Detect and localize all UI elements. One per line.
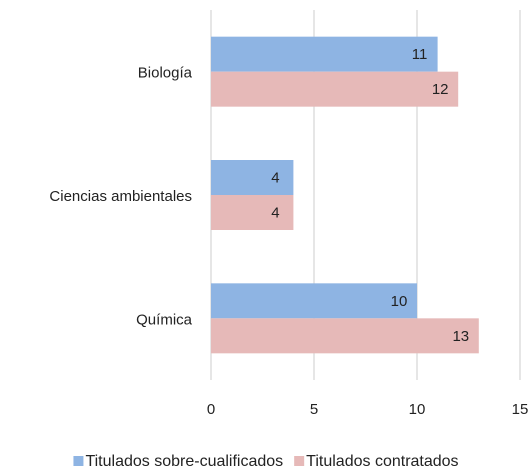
legend-swatch	[73, 456, 84, 466]
data-label: 13	[452, 328, 469, 345]
x-tick-label: 10	[409, 401, 426, 418]
x-tick-label: 5	[310, 401, 318, 418]
y-tick-label: Química	[136, 311, 193, 328]
bar	[211, 283, 417, 319]
legend-label: Titulados contratados	[306, 453, 458, 470]
legend-swatch	[294, 456, 305, 466]
bar	[211, 318, 479, 354]
data-label: 10	[391, 293, 408, 310]
data-label: 11	[412, 46, 428, 63]
x-tick-label: 0	[207, 401, 215, 418]
legend-label: Titulados sobre-cualificados	[85, 453, 283, 470]
data-label: 4	[271, 204, 279, 221]
data-label: 12	[432, 81, 449, 98]
y-tick-label: Biología	[138, 65, 193, 82]
bar	[211, 160, 294, 195]
bar	[211, 195, 294, 230]
bar	[211, 71, 459, 107]
y-tick-label: Ciencias ambientales	[49, 188, 192, 205]
bar	[211, 36, 438, 72]
x-tick-label: 15	[512, 401, 529, 418]
data-label: 4	[271, 169, 279, 186]
